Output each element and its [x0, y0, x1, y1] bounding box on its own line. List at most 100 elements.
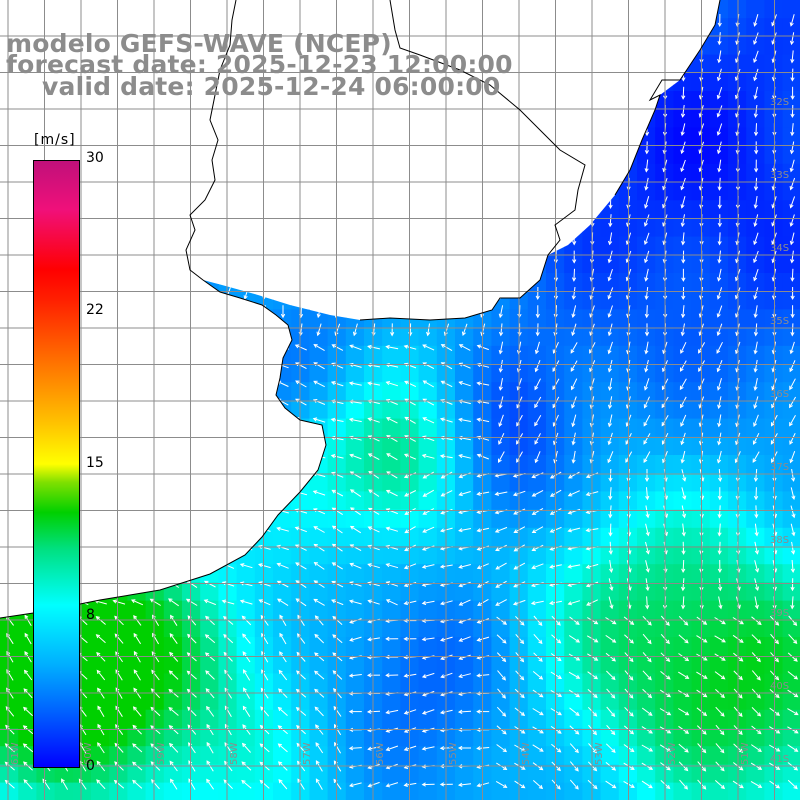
- wind-cell: [527, 36, 547, 56]
- wind-arrow: [130, 399, 144, 405]
- wind-arrow: [753, 14, 759, 27]
- wind-cell: [200, 291, 219, 310]
- wind-cell: [309, 746, 329, 765]
- wind-cell: [746, 509, 765, 529]
- wind-cell: [182, 618, 201, 638]
- wind-cell: [127, 345, 147, 365]
- wind-cell: [254, 163, 274, 183]
- wind-arrow: [605, 634, 617, 643]
- wind-arrow: [494, 491, 508, 496]
- wind-cell: [782, 382, 800, 401]
- wind-cell: [218, 145, 238, 165]
- wind-arrow: [716, 323, 723, 337]
- wind-arrow: [571, 86, 576, 100]
- wind-arrow: [221, 417, 235, 423]
- wind-arrow: [203, 454, 217, 459]
- wind-arrow: [348, 381, 362, 386]
- wind-cell: [382, 364, 401, 383]
- wind-cell: [218, 327, 238, 347]
- wind-arrow: [316, 196, 321, 209]
- wind-arrow: [389, 232, 395, 245]
- wind-cell: [382, 491, 401, 511]
- wind-arrow: [298, 196, 304, 209]
- wind-arrow: [754, 141, 759, 155]
- wind-cell: [163, 254, 183, 274]
- colorbar-tick-22: 22: [86, 302, 104, 318]
- wind-arrow: [571, 268, 577, 282]
- wind-cell: [236, 218, 256, 238]
- wind-cell: [254, 600, 274, 620]
- wind-arrow: [476, 709, 490, 714]
- wind-arrow: [331, 543, 343, 552]
- wind-arrow: [498, 232, 504, 246]
- wind-arrow: [644, 50, 649, 64]
- wind-cell: [345, 182, 365, 201]
- wind-arrow: [131, 453, 143, 461]
- wind-cell: [309, 728, 329, 747]
- wind-cell: [163, 618, 183, 638]
- wind-arrow: [389, 268, 395, 282]
- wind-cell: [273, 291, 292, 310]
- wind-cell: [182, 0, 201, 19]
- wind-cell: [728, 527, 747, 547]
- wind-cell: [145, 618, 165, 638]
- wind-cell: [455, 18, 474, 37]
- wind-cell: [764, 491, 784, 511]
- wind-arrow: [130, 508, 144, 515]
- wind-cell: [145, 182, 165, 201]
- wind-arrow: [496, 706, 507, 717]
- wind-cell: [709, 72, 729, 92]
- wind-arrow: [681, 523, 686, 537]
- wind-cell: [273, 309, 292, 329]
- wind-cell: [600, 309, 620, 329]
- wind-cell: [782, 364, 800, 383]
- wind-arrow: [643, 451, 651, 464]
- wind-cell: [527, 54, 547, 74]
- wind-cell: [455, 782, 474, 800]
- wind-arrow: [753, 487, 759, 501]
- wind-cell: [236, 473, 256, 492]
- wind-arrow: [717, 559, 722, 574]
- wind-cell: [637, 618, 656, 638]
- wind-cell: [345, 600, 365, 620]
- wind-cell: [0, 746, 19, 765]
- wind-cell: [418, 309, 438, 329]
- wind-arrow: [244, 195, 249, 210]
- wind-cell: [491, 18, 511, 37]
- wind-cell: [455, 273, 474, 292]
- wind-cell: [764, 145, 784, 165]
- wind-cell: [182, 200, 201, 219]
- wind-cell: [236, 182, 256, 201]
- wind-arrow: [571, 214, 577, 228]
- wind-arrow: [498, 287, 504, 300]
- wind-arrow: [131, 417, 144, 424]
- wind-cell: [127, 127, 147, 147]
- wind-arrow: [349, 782, 362, 788]
- wind-arrow: [462, 250, 467, 264]
- wind-arrow: [239, 599, 253, 605]
- wind-arrow: [239, 344, 253, 350]
- wind-cell: [564, 746, 583, 765]
- wind-cell: [291, 582, 310, 602]
- wind-cell: [709, 527, 729, 547]
- wind-arrow: [207, 159, 212, 173]
- wind-cell: [345, 273, 365, 292]
- wind-arrow: [349, 344, 362, 351]
- wind-cell: [309, 345, 329, 365]
- wind-cell: [527, 618, 547, 638]
- wind-cell: [273, 655, 292, 674]
- wind-arrow: [498, 341, 504, 355]
- wind-cell: [764, 218, 784, 238]
- wind-cell: [527, 163, 547, 183]
- wind-arrow: [425, 196, 431, 209]
- wind-cell: [728, 655, 747, 674]
- wind-cell: [218, 691, 238, 711]
- wind-cell: [564, 382, 583, 401]
- wind-cell: [637, 709, 656, 729]
- wind-arrow: [476, 381, 490, 386]
- wind-cell: [673, 127, 693, 147]
- wind-cell: [182, 345, 201, 365]
- wind-arrow: [790, 596, 795, 610]
- wind-cell: [600, 418, 620, 438]
- wind-cell: [163, 0, 183, 19]
